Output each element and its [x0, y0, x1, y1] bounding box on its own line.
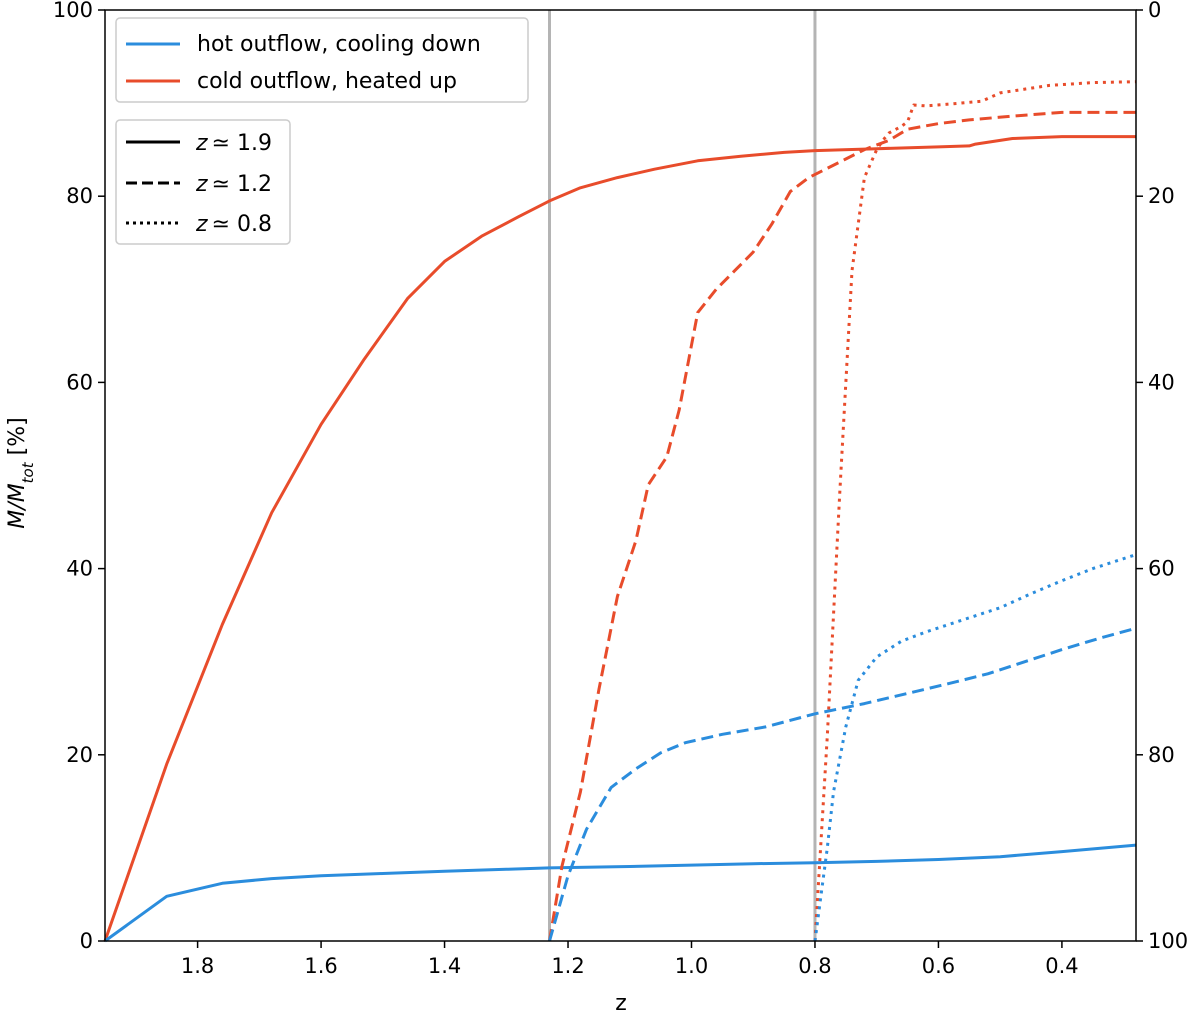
y-tick-label: 80	[66, 184, 93, 208]
plot-frame	[104, 9, 1137, 942]
legend-dotted-label: z ≃ 0.8	[195, 212, 272, 237]
x-tick-label: 0.6	[922, 954, 955, 978]
color-legend-frame	[115, 17, 529, 103]
series-line-cold-solid	[103, 135, 1136, 942]
x-tick-label: 1.6	[304, 954, 337, 978]
x-tick-label: 0.8	[798, 954, 831, 978]
series-line-cold-dotted	[813, 80, 1137, 942]
y-axis-label: M/Mtot [%]	[5, 417, 37, 528]
right-y-tick-label: 20	[1148, 184, 1175, 208]
x-axis-label: z	[615, 991, 627, 1016]
x-tick-label: 1.4	[428, 954, 461, 978]
y-tick-label: 0	[80, 929, 93, 953]
y-tick-label: 60	[66, 370, 93, 394]
y-tick-label: 100	[53, 0, 93, 22]
right-y-tick-label: 60	[1148, 557, 1175, 581]
style-legend: z ≃ 1.9 z ≃ 1.2 z ≃ 0.8	[115, 119, 291, 245]
legend-hot-label: hot outflow, cooling down	[197, 32, 481, 57]
axes: 1.8 1.6 1.4 1.2 1.0 0.8 0.6 0.4 0 20 40 60 80 100 100 8…	[53, 0, 1188, 978]
x-tick-label: 1.2	[551, 954, 584, 978]
series-line-cold-dashed	[548, 110, 1136, 942]
y-tick-label: 20	[66, 743, 93, 767]
x-tick-label: 1.8	[181, 954, 214, 978]
legend-dashed-label: z ≃ 1.2	[195, 172, 272, 197]
right-y-tick-label: 0	[1148, 0, 1161, 22]
legend-cold-label: cold outflow, heated up	[197, 69, 457, 94]
right-y-tick-label: 80	[1148, 743, 1175, 767]
series-line-hot-solid	[104, 843, 1137, 943]
series-line-hot-dotted	[813, 553, 1137, 942]
legend-solid-label: z ≃ 1.9	[195, 131, 272, 156]
color-legend: hot outflow, cooling down cold outflow, …	[115, 17, 529, 103]
style-legend-frame	[115, 119, 291, 245]
right-y-tick-label: 40	[1148, 370, 1175, 394]
right-y-tick-label: 100	[1148, 929, 1188, 953]
plot-area	[103, 10, 1137, 943]
y-tick-label: 40	[66, 557, 93, 581]
x-tick-label: 1.0	[675, 954, 708, 978]
x-tick-label: 0.4	[1045, 954, 1078, 978]
series-line-hot-dashed	[548, 626, 1137, 942]
